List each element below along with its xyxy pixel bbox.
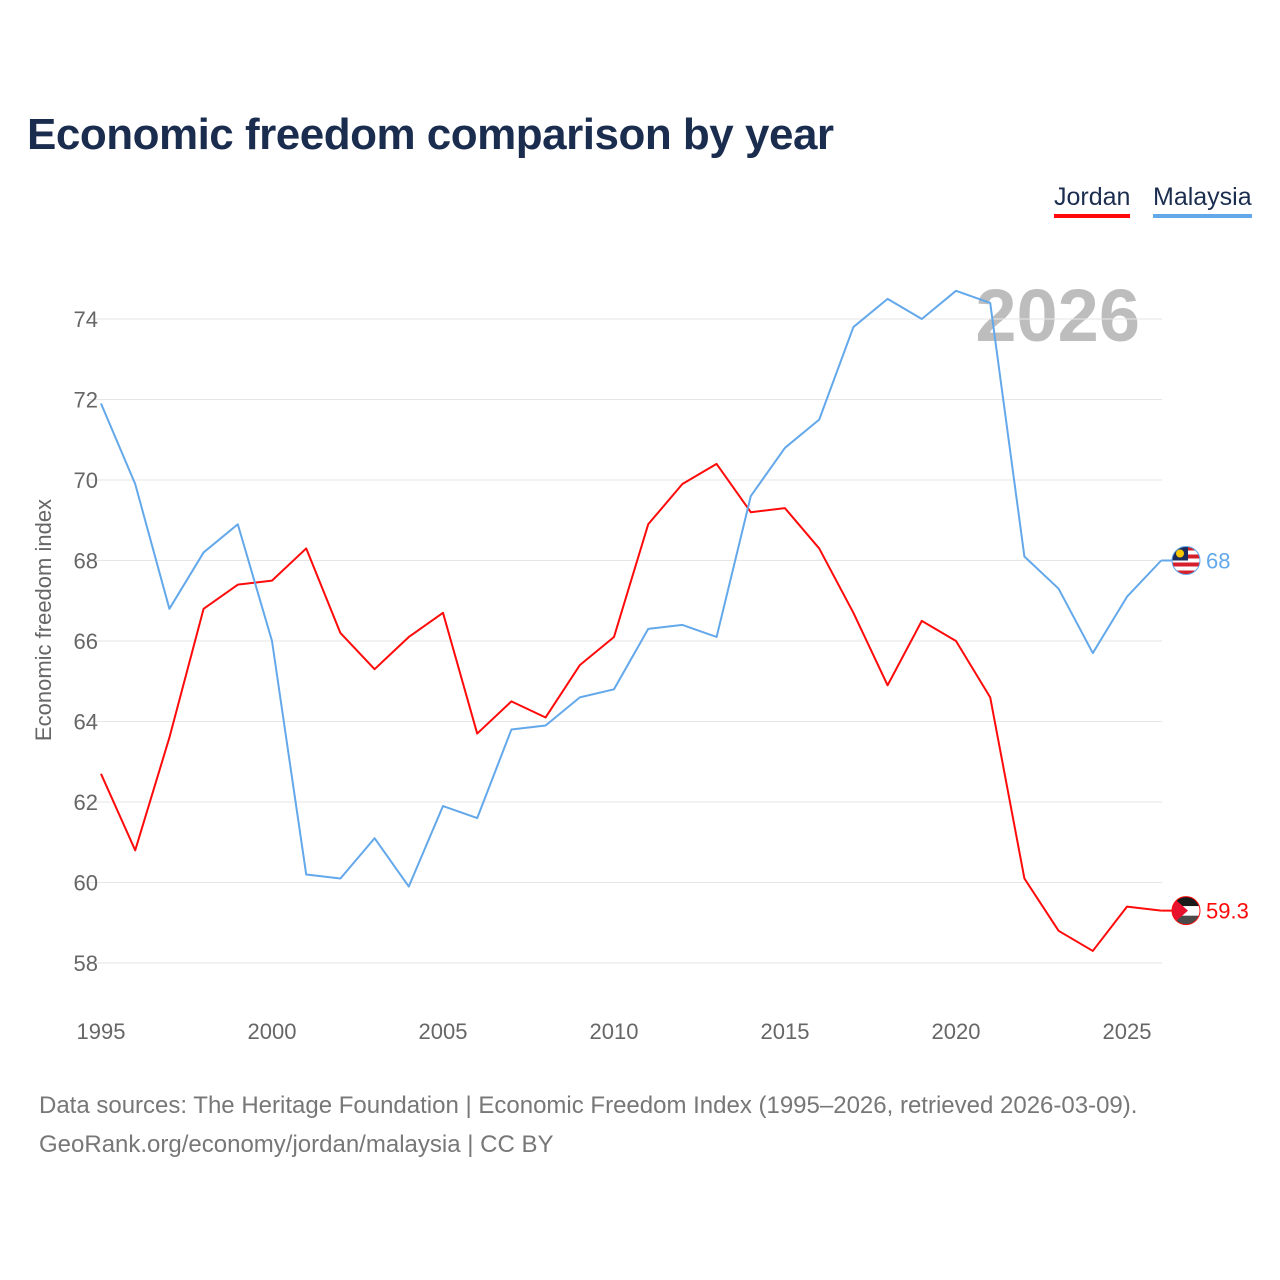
footer: Data sources: The Heritage Foundation | …: [39, 1086, 1137, 1164]
x-tick-label: 1995: [77, 1019, 126, 1044]
x-tick-label: 2000: [248, 1019, 297, 1044]
attribution-link[interactable]: GeoRank.org/economy/jordan/malaysia | CC…: [39, 1131, 554, 1158]
year-watermark: 2026: [975, 274, 1140, 357]
x-tick-label: 2020: [932, 1019, 981, 1044]
flag-stripe: [1172, 570, 1200, 575]
data-source-text: Data sources: The Heritage Foundation | …: [39, 1092, 1138, 1119]
flag-ring: [1171, 546, 1201, 575]
flag-body: [1172, 896, 1200, 925]
y-tick-label: 64: [74, 710, 98, 735]
end-value-label-malaysia: 68: [1206, 549, 1230, 574]
jordan-flag-icon: [1171, 896, 1201, 926]
y-axis-label: Economic freedom index: [31, 499, 56, 741]
flag-stripe: [1172, 896, 1200, 907]
flag-stripe: [1172, 915, 1200, 925]
legend-item-jordan[interactable]: Jordan: [1054, 183, 1131, 218]
y-tick-label: 60: [74, 871, 98, 896]
x-tick-label: 2010: [590, 1019, 639, 1044]
malaysia-flag-icon: [1171, 546, 1201, 575]
flag-stripe: [1172, 566, 1200, 571]
legend-item-malaysia[interactable]: Malaysia: [1153, 183, 1252, 218]
y-tick-label: 74: [74, 307, 98, 332]
flag-crescent: [1176, 549, 1184, 558]
flag-ring: [1171, 896, 1201, 926]
y-tick-label: 72: [74, 388, 98, 413]
y-tick-label: 58: [74, 951, 98, 976]
y-tick-label: 70: [74, 468, 98, 493]
x-tick-label: 2005: [419, 1019, 468, 1044]
flag-triangle: [1172, 896, 1188, 925]
flag-stripe: [1172, 562, 1200, 567]
chart-title: Economic freedom comparison by year: [27, 110, 834, 159]
end-value-label-jordan: 59.3: [1206, 899, 1249, 924]
y-tick-label: 68: [74, 549, 98, 574]
x-tick-label: 2025: [1103, 1019, 1152, 1044]
y-tick-label: 66: [74, 629, 98, 654]
series-line-malaysia: [100, 289, 1162, 888]
x-tick-label: 2015: [761, 1019, 810, 1044]
series-line-jordan: [100, 462, 1162, 952]
y-tick-label: 62: [74, 790, 98, 815]
